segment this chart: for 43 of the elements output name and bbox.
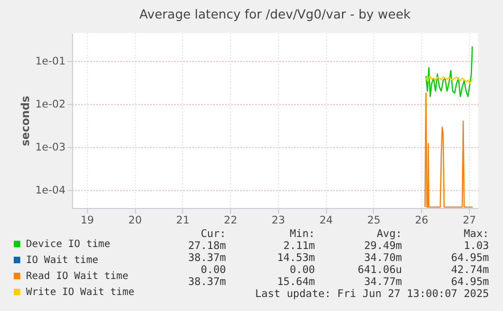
y-tick-label: 1e-01 [35, 56, 66, 68]
text: 1.03 [464, 240, 489, 252]
chart-title: Average latency for /dev/Vg0/var - by week [139, 6, 412, 22]
text: 42.74m [451, 264, 489, 276]
legend-label: Device IO time [26, 239, 110, 250]
y-tick-label: 1e-03 [35, 141, 66, 154]
text: 0.00 [290, 264, 315, 276]
text: 0.00 [200, 264, 226, 276]
line-series [425, 46, 473, 98]
text: 64.95m [451, 276, 489, 288]
x-tick-label: 26 [414, 214, 429, 226]
y-tick-label: 1e-04 [35, 184, 66, 196]
text: 34.70m [364, 252, 402, 264]
text: 15.64m [277, 276, 315, 288]
text: 2.11m [283, 240, 315, 252]
line-series [424, 92, 474, 208]
text: 38.37m [188, 276, 226, 288]
y-axis-title: seconds [19, 95, 32, 146]
x-tick-label: 25 [367, 214, 381, 226]
legend-label: Write IO Wait time [26, 287, 134, 298]
x-tick-label: 20 [128, 214, 142, 226]
x-tick-label: 21 [176, 214, 190, 226]
text: Max: [464, 228, 489, 240]
x-tick-label: 19 [80, 214, 94, 226]
text: Last update: Fri Jun 27 13:00:07 2025 [255, 288, 489, 300]
legend-label: Read IO Wait time [26, 271, 128, 282]
y-tick-label: 1e-02 [35, 98, 66, 111]
text: 27.18m [188, 240, 226, 252]
text: 38.37m [188, 252, 226, 264]
text: 641.06u [358, 264, 402, 276]
legend-label: IO Wait time [26, 255, 98, 266]
text: Avg: [376, 228, 402, 240]
text: Cur: [200, 228, 226, 240]
text: 64.95m [451, 252, 489, 264]
x-tick-label: 23 [272, 214, 286, 226]
text: Min: [290, 228, 315, 240]
text: 34.77m [364, 276, 402, 288]
x-tick-label: 22 [224, 214, 238, 226]
x-tick-label: 24 [319, 214, 334, 226]
x-tick-label: 27 [462, 214, 476, 226]
line-series [425, 75, 473, 84]
text: 29.49m [364, 240, 402, 252]
text: 14.53m [277, 252, 315, 264]
